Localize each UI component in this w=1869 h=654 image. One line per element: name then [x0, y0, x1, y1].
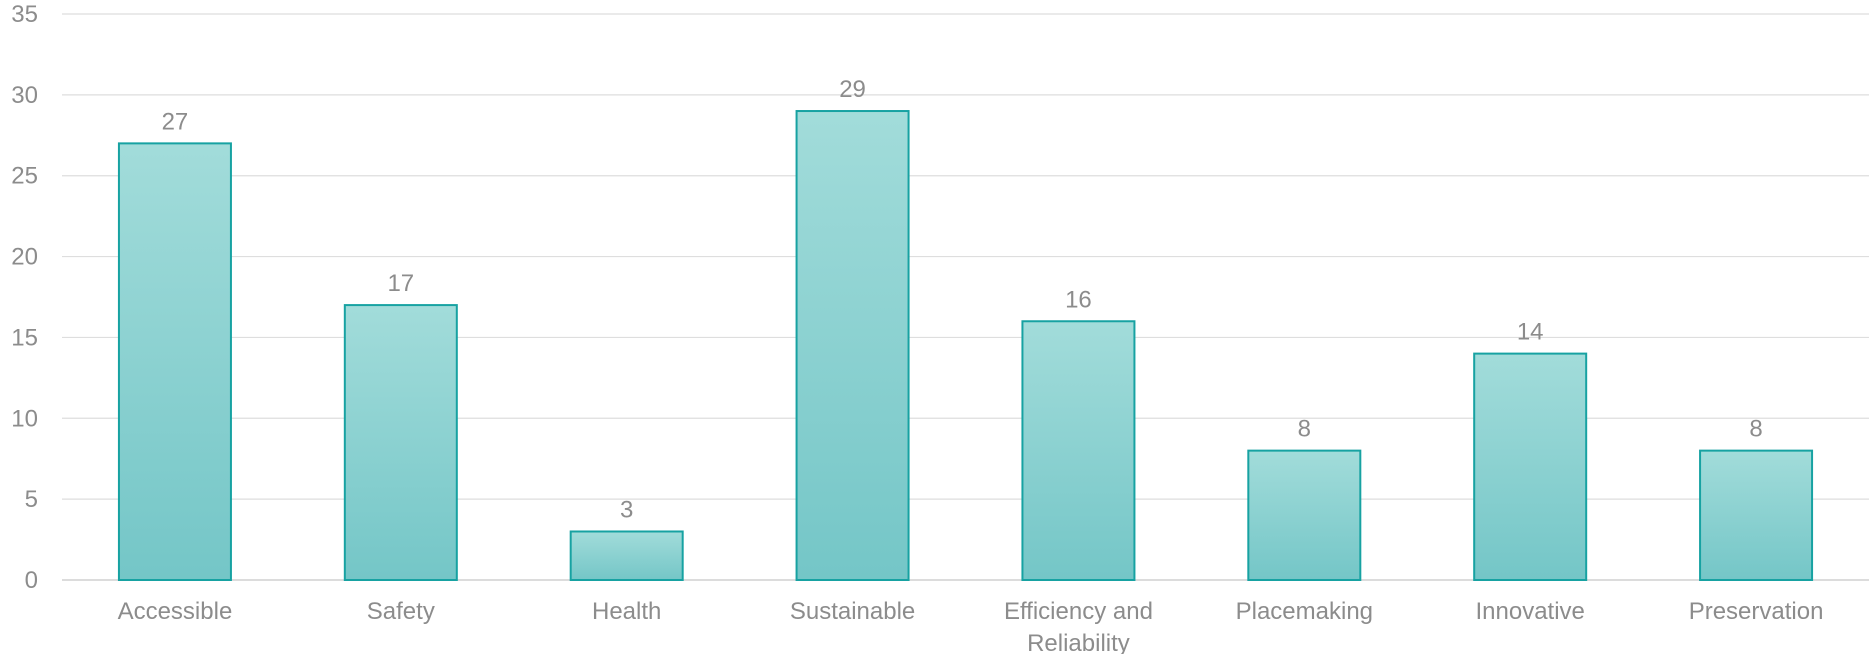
- data-label: 3: [620, 496, 633, 523]
- bar: [1699, 449, 1814, 581]
- y-tick-label: 15: [11, 324, 38, 351]
- x-tick-label: Sustainable: [790, 598, 915, 625]
- y-tick-label: 30: [11, 82, 38, 109]
- x-tick-label: Health: [592, 598, 661, 625]
- data-label: 8: [1749, 416, 1762, 443]
- y-tick-label: 10: [11, 405, 38, 432]
- y-axis-ticks: 0 5 10 15 20 25 30 35: [11, 1, 38, 594]
- x-tick-label: Placemaking: [1236, 598, 1373, 625]
- x-tick-label: Reliability: [1027, 630, 1130, 654]
- y-tick-label: 5: [25, 486, 38, 513]
- y-tick-label: 0: [25, 567, 38, 594]
- data-label: 8: [1298, 416, 1311, 443]
- bar: [343, 304, 458, 581]
- bars: [117, 110, 1814, 582]
- data-label: 29: [839, 76, 866, 103]
- bar: [1247, 449, 1362, 581]
- x-tick-label: Preservation: [1689, 598, 1824, 625]
- bar: [117, 142, 232, 581]
- y-tick-label: 35: [11, 1, 38, 28]
- gridlines: [62, 13, 1869, 581]
- data-label: 16: [1065, 286, 1092, 313]
- x-axis-ticks: Accessible Safety Health Sustainable Efficie…: [118, 598, 1824, 654]
- x-tick-label: Accessible: [118, 598, 233, 625]
- data-label: 27: [162, 108, 189, 135]
- data-label: 17: [387, 270, 414, 297]
- x-tick-label: Safety: [367, 598, 435, 625]
- data-labels: 27 17 3 29 16 8 14 8: [162, 76, 1763, 523]
- bar: [795, 110, 910, 582]
- y-tick-label: 25: [11, 163, 38, 190]
- x-tick-label: Efficiency and: [1004, 598, 1153, 625]
- bar: [1473, 352, 1588, 581]
- y-tick-label: 20: [11, 244, 38, 271]
- x-tick-label: Innovative: [1475, 598, 1584, 625]
- bar: [569, 530, 684, 582]
- data-label: 14: [1517, 319, 1544, 346]
- bar: [1021, 320, 1136, 581]
